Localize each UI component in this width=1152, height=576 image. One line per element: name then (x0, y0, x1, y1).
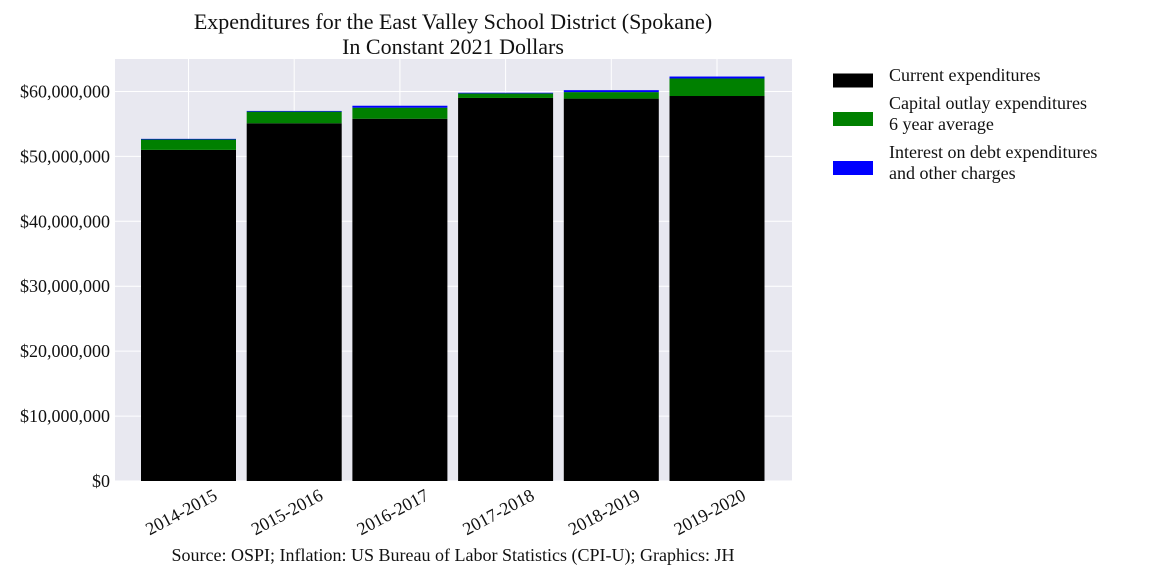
bar-2015-2016-series-1 (246, 123, 342, 481)
legend-entry: Current expenditures (833, 65, 1040, 88)
bar-2018-2019-series-3 (563, 90, 659, 93)
chart-subtitle: In Constant 2021 Dollars (342, 34, 564, 59)
legend-swatch (833, 112, 873, 126)
bar-2017-2018-series-2 (458, 93, 554, 98)
bar-2014-2015-series-2 (141, 139, 236, 150)
bar-2018-2019-series-2 (563, 92, 659, 99)
y-tick-label: $40,000,000 (20, 211, 110, 231)
legend: Current expenditures Capital outlay expen… (833, 65, 1097, 183)
bar-2015-2016-series-3 (246, 110, 342, 112)
y-tick-label: $50,000,000 (20, 146, 110, 166)
legend-label: Interest on debt expenditures (889, 142, 1097, 162)
y-tick-label: $20,000,000 (20, 341, 110, 361)
bar-2019-2020-series-3 (669, 76, 765, 79)
bar-2015-2016-series-2 (246, 111, 342, 124)
source-footer: Source: OSPI; Inflation: US Bureau of La… (172, 545, 735, 566)
bars (141, 76, 765, 481)
x-tick-label: 2017-2018 (459, 485, 537, 539)
y-tick-label: $0 (92, 471, 110, 491)
x-tick-label: 2014-2015 (142, 485, 220, 539)
y-axis-ticks: $0 $10,000,000 $20,000,000 $30,000,000 $40,0… (20, 81, 110, 491)
legend-label: Current expenditures (889, 65, 1040, 85)
bar-2017-2018-series-1 (458, 97, 554, 481)
legend-label: 6 year average (889, 114, 994, 134)
y-tick-label: $10,000,000 (20, 406, 110, 426)
bar-2019-2020-series-2 (669, 78, 765, 97)
x-tick-label: 2015-2016 (248, 485, 326, 539)
bar-2017-2018-series-3 (458, 92, 554, 94)
x-tick-label: 2018-2019 (565, 485, 643, 539)
bar-2018-2019-series-1 (563, 98, 659, 481)
bar-2016-2017-series-3 (352, 105, 448, 108)
bar-2016-2017-series-2 (352, 107, 448, 119)
legend-label: Capital outlay expenditures (889, 93, 1087, 113)
bar-2014-2015-series-1 (141, 149, 236, 481)
y-tick-label: $60,000,000 (20, 81, 110, 101)
bar-2019-2020-series-1 (669, 96, 765, 481)
bar-2016-2017-series-1 (352, 118, 448, 481)
x-axis-ticks: 2014-2015 2015-2016 2016-2017 2017-2018 2018… (142, 485, 749, 539)
legend-label: and other charges (889, 163, 1016, 183)
chart-title-line-1: Expenditures for the East Valley School … (194, 9, 712, 34)
chart-title: Expenditures for the East Valley School … (194, 9, 712, 59)
x-tick-label: 2019-2020 (671, 485, 749, 539)
legend-swatch (833, 161, 873, 175)
x-tick-label: 2016-2017 (354, 485, 432, 539)
legend-swatch (833, 73, 873, 88)
bar-2014-2015-series-3 (141, 138, 236, 140)
y-tick-label: $30,000,000 (20, 276, 110, 296)
